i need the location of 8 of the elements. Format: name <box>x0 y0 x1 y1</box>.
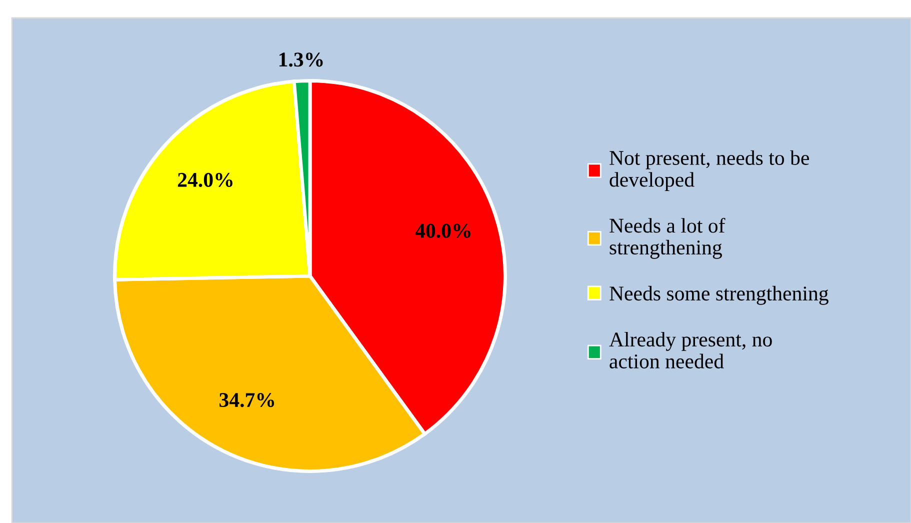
legend-label: Needs some strengthening <box>610 286 828 305</box>
legend-label: Already present, no action needed <box>609 332 772 368</box>
data-label: 24.0% <box>178 172 232 188</box>
data-label: 1.3% <box>279 52 323 67</box>
legend-label: Not present, needs to be developed <box>610 150 809 191</box>
legend-label: Needs a lot of strengthening <box>610 218 726 259</box>
data-label: 34.7% <box>220 393 274 408</box>
data-label: 40.0% <box>415 224 470 238</box>
